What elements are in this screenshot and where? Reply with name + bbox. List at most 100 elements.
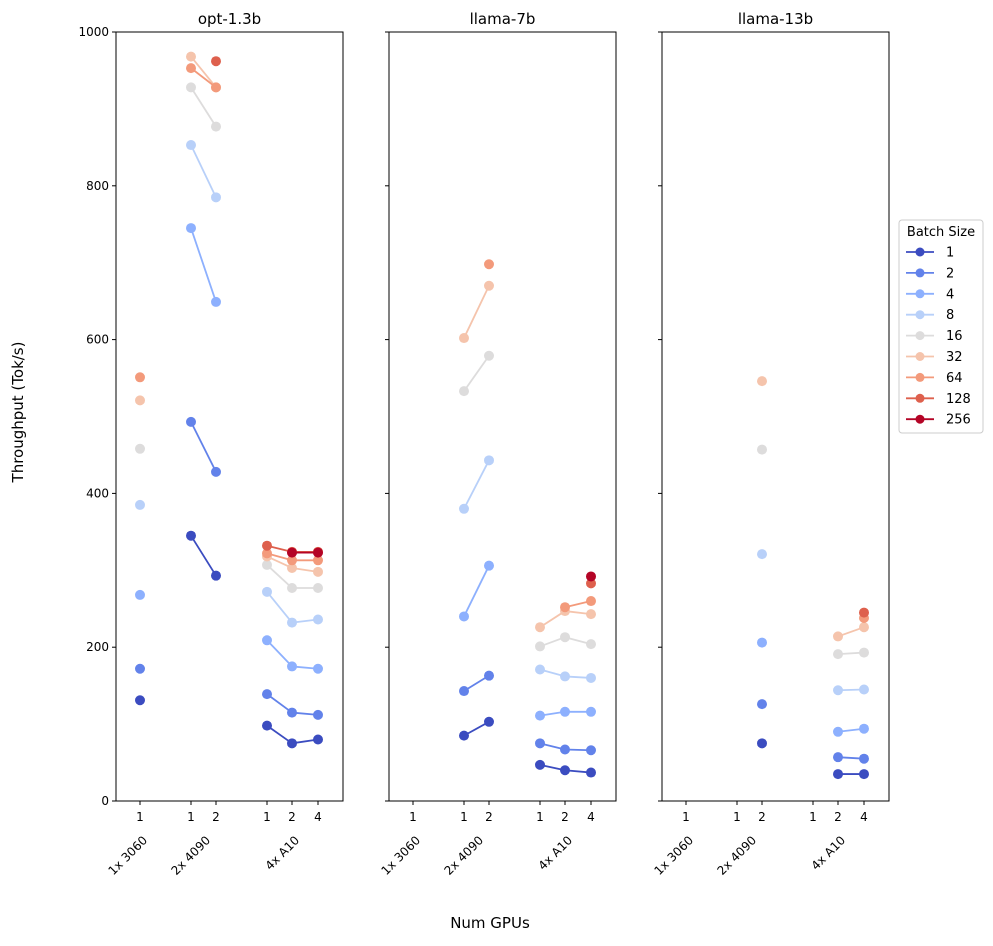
data-point-bs4 — [586, 706, 596, 717]
series-line-bs4 — [463, 565, 490, 617]
panel-title: llama-13b — [738, 10, 813, 28]
data-point-bs4 — [313, 663, 323, 674]
x-tick-label: 4 — [860, 810, 868, 824]
data-point-bs16 — [586, 639, 596, 650]
data-point-bs1 — [186, 530, 196, 541]
data-point-bs1 — [757, 738, 767, 749]
data-point-bs1 — [211, 570, 221, 581]
series-line-bs32 — [463, 285, 490, 339]
data-point-bs64 — [287, 555, 297, 566]
data-point-bs4 — [135, 589, 145, 600]
data-point-bs1 — [484, 716, 494, 727]
series-line-bs4 — [190, 227, 217, 303]
data-point-bs32 — [859, 622, 869, 633]
data-point-bs2 — [313, 709, 323, 720]
data-point-bs16 — [186, 82, 196, 93]
data-point-bs1 — [833, 769, 843, 780]
data-point-bs2 — [135, 663, 145, 674]
data-point-bs64 — [135, 372, 145, 383]
series-line-bs8 — [266, 591, 293, 624]
panel-title: llama-7b — [470, 10, 536, 28]
panel-title: opt-1.3b — [198, 10, 261, 28]
panel-llama-13b: llama-13b 1 1x 3060 1 2 2x 4090 1 2 4 4x A10 — [652, 10, 890, 878]
data-point-bs16 — [560, 632, 570, 643]
y-tick-label: 400 — [86, 486, 109, 500]
legend-label: 8 — [946, 308, 954, 323]
data-point-bs2 — [859, 753, 869, 764]
series-line-bs2 — [266, 693, 293, 714]
data-point-bs16 — [313, 582, 323, 593]
data-point-bs64 — [211, 82, 221, 93]
series-line-bs64 — [190, 67, 217, 89]
series-line-bs1 — [190, 535, 217, 577]
x-tick-label: 1 — [733, 810, 741, 824]
plot-frame — [115, 31, 344, 802]
data-point-bs64 — [262, 548, 272, 559]
data-point-bs2 — [459, 686, 469, 697]
x-tick-label: 1 — [263, 810, 271, 824]
data-point-bs32 — [313, 566, 323, 577]
x-tick-label: 2 — [485, 810, 493, 824]
series-line-bs8 — [463, 459, 490, 510]
data-point-bs1 — [859, 769, 869, 780]
legend-marker — [915, 310, 925, 320]
data-point-bs32 — [586, 609, 596, 620]
data-point-bs4 — [186, 223, 196, 234]
data-point-bs64 — [560, 602, 570, 613]
data-point-bs1 — [586, 767, 596, 778]
data-point-bs2 — [287, 707, 297, 718]
legend-label: 256 — [946, 413, 971, 428]
data-point-bs256 — [313, 547, 323, 558]
legend: Batch Size 1 2 4 8 16 32 64 128 256 — [898, 219, 984, 434]
data-point-bs8 — [135, 499, 145, 510]
legend-marker — [915, 331, 925, 341]
data-point-bs16 — [535, 641, 545, 652]
data-point-bs2 — [757, 699, 767, 710]
y-tick-label: 600 — [86, 333, 109, 347]
series-line-bs16 — [266, 564, 293, 589]
data-point-bs8 — [459, 503, 469, 514]
y-tick-label: 1000 — [78, 25, 109, 39]
data-point-bs4 — [459, 611, 469, 622]
data-point-bs8 — [833, 685, 843, 696]
data-point-bs4 — [757, 637, 767, 648]
data-point-bs32 — [459, 333, 469, 344]
data-point-bs32 — [484, 280, 494, 291]
series-line-bs8 — [190, 144, 217, 198]
x-group-label: 1x 3060 — [379, 833, 424, 878]
legend-title: Batch Size — [907, 225, 975, 240]
data-point-bs4 — [859, 723, 869, 734]
data-point-bs128 — [262, 540, 272, 551]
data-point-bs8 — [484, 455, 494, 466]
x-tick-label: 1 — [409, 810, 417, 824]
data-point-bs8 — [757, 549, 767, 560]
x-group-label: 2x 4090 — [442, 833, 487, 878]
data-point-bs4 — [535, 710, 545, 721]
x-group-label: 1x 3060 — [106, 833, 151, 878]
data-point-bs8 — [262, 586, 272, 597]
data-point-bs8 — [211, 192, 221, 203]
plot-frame — [388, 31, 617, 802]
data-point-bs2 — [211, 466, 221, 477]
legend-marker — [915, 393, 925, 403]
data-point-bs16 — [211, 121, 221, 132]
x-axis-label: Num GPUs — [450, 914, 530, 932]
data-point-bs64 — [186, 63, 196, 74]
data-point-bs16 — [262, 559, 272, 570]
data-point-bs32 — [535, 622, 545, 633]
y-axis-label: Throughput (Tok/s) — [9, 342, 27, 484]
data-point-bs128 — [211, 56, 221, 67]
series-line-bs2 — [190, 421, 217, 473]
data-point-bs2 — [262, 689, 272, 700]
data-point-bs256 — [586, 571, 596, 582]
x-group-label: 4x A10 — [536, 833, 576, 873]
legend-marker — [915, 268, 925, 278]
data-point-bs2 — [535, 738, 545, 749]
data-point-bs32 — [186, 51, 196, 62]
x-group-label: 4x A10 — [809, 833, 849, 873]
series-line-bs1 — [266, 724, 293, 745]
x-tick-label: 2 — [561, 810, 569, 824]
series-line-bs16 — [463, 355, 490, 392]
